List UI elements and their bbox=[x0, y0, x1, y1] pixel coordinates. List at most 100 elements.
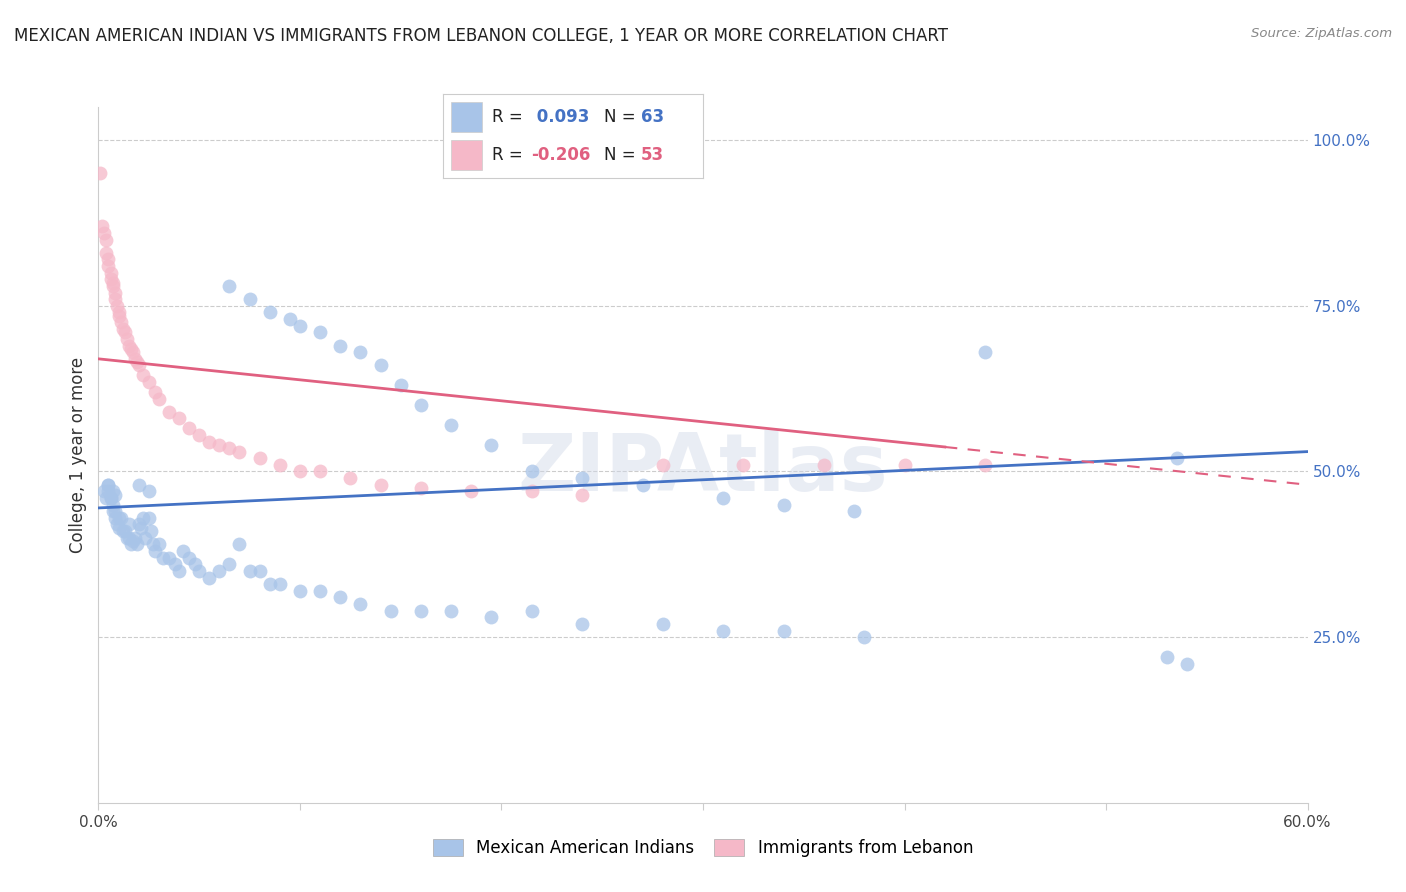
Point bbox=[157, 405, 180, 419]
Point bbox=[139, 524, 162, 538]
Point bbox=[143, 544, 166, 558]
Point bbox=[97, 484, 120, 499]
Text: Source: ZipAtlas.com: Source: ZipAtlas.com bbox=[1251, 27, 1392, 40]
Legend: Mexican American Indians, Immigrants from Lebanon: Mexican American Indians, Immigrants fro… bbox=[426, 832, 980, 864]
Point bbox=[309, 465, 332, 479]
Text: MEXICAN AMERICAN INDIAN VS IMMIGRANTS FROM LEBANON COLLEGE, 1 YEAR OR MORE CORRE: MEXICAN AMERICAN INDIAN VS IMMIGRANTS FR… bbox=[14, 27, 948, 45]
Point bbox=[772, 498, 794, 512]
Point bbox=[107, 521, 129, 535]
Point bbox=[520, 465, 543, 479]
Point bbox=[571, 471, 593, 485]
Point bbox=[111, 322, 134, 336]
Point bbox=[110, 511, 132, 525]
Point bbox=[124, 531, 146, 545]
Point bbox=[105, 517, 128, 532]
Point bbox=[288, 465, 311, 479]
Point bbox=[259, 305, 281, 319]
Point bbox=[138, 375, 160, 389]
Point bbox=[97, 477, 120, 491]
Point bbox=[100, 491, 122, 505]
Point bbox=[974, 458, 997, 472]
Point bbox=[974, 345, 997, 359]
Point bbox=[121, 534, 143, 549]
Point bbox=[128, 359, 150, 373]
Point bbox=[114, 524, 136, 538]
Point bbox=[571, 488, 593, 502]
Point bbox=[121, 345, 143, 359]
Point bbox=[208, 438, 231, 452]
Point bbox=[103, 488, 125, 502]
Point bbox=[152, 550, 174, 565]
Point bbox=[124, 351, 146, 366]
Text: N =: N = bbox=[605, 108, 641, 126]
Point bbox=[349, 597, 371, 611]
Point bbox=[651, 616, 673, 631]
Point bbox=[198, 570, 221, 584]
Point bbox=[329, 591, 352, 605]
Point bbox=[103, 504, 125, 518]
Point bbox=[520, 484, 543, 499]
Point bbox=[172, 544, 194, 558]
Point bbox=[100, 266, 122, 280]
Point bbox=[893, 458, 915, 472]
Point bbox=[249, 564, 271, 578]
Point bbox=[409, 481, 432, 495]
Point bbox=[853, 630, 876, 644]
Point bbox=[1166, 451, 1188, 466]
Point bbox=[101, 279, 124, 293]
Text: R =: R = bbox=[492, 145, 529, 163]
Point bbox=[93, 484, 115, 499]
Text: R =: R = bbox=[492, 108, 529, 126]
Point bbox=[269, 577, 291, 591]
Point bbox=[148, 392, 170, 406]
Point bbox=[481, 438, 503, 452]
Point bbox=[711, 491, 734, 505]
Point bbox=[100, 491, 122, 505]
Point bbox=[571, 616, 593, 631]
Point bbox=[138, 484, 160, 499]
Point bbox=[96, 233, 118, 247]
Point bbox=[844, 504, 866, 518]
Point bbox=[380, 604, 402, 618]
Point bbox=[103, 285, 125, 300]
Point bbox=[389, 378, 412, 392]
Text: 53: 53 bbox=[641, 145, 664, 163]
Point bbox=[138, 511, 160, 525]
Point bbox=[409, 604, 432, 618]
Point bbox=[115, 332, 138, 346]
Point bbox=[309, 583, 332, 598]
Y-axis label: College, 1 year or more: College, 1 year or more bbox=[69, 357, 87, 553]
Point bbox=[184, 558, 207, 572]
Point bbox=[114, 326, 136, 340]
Point bbox=[129, 521, 152, 535]
Point bbox=[1175, 657, 1198, 671]
Point bbox=[105, 299, 128, 313]
Point bbox=[120, 537, 142, 551]
Point bbox=[125, 537, 148, 551]
Point bbox=[228, 444, 250, 458]
Point bbox=[97, 477, 120, 491]
Point bbox=[813, 458, 835, 472]
Point bbox=[208, 564, 231, 578]
Point bbox=[711, 624, 734, 638]
Point bbox=[370, 359, 392, 373]
Point bbox=[409, 398, 432, 412]
Point bbox=[128, 517, 150, 532]
Point bbox=[100, 272, 122, 286]
Point bbox=[101, 504, 124, 518]
Point bbox=[218, 558, 240, 572]
Point bbox=[329, 338, 352, 352]
Point bbox=[101, 498, 124, 512]
Point bbox=[134, 531, 156, 545]
Text: 63: 63 bbox=[641, 108, 664, 126]
Text: ZIPAtlas: ZIPAtlas bbox=[517, 430, 889, 508]
Point bbox=[651, 458, 673, 472]
Point bbox=[179, 550, 201, 565]
Point bbox=[132, 368, 155, 383]
Point bbox=[103, 511, 125, 525]
Point bbox=[440, 604, 463, 618]
Point bbox=[1156, 650, 1178, 665]
Point bbox=[142, 537, 165, 551]
Point bbox=[288, 583, 311, 598]
Point bbox=[239, 292, 262, 306]
